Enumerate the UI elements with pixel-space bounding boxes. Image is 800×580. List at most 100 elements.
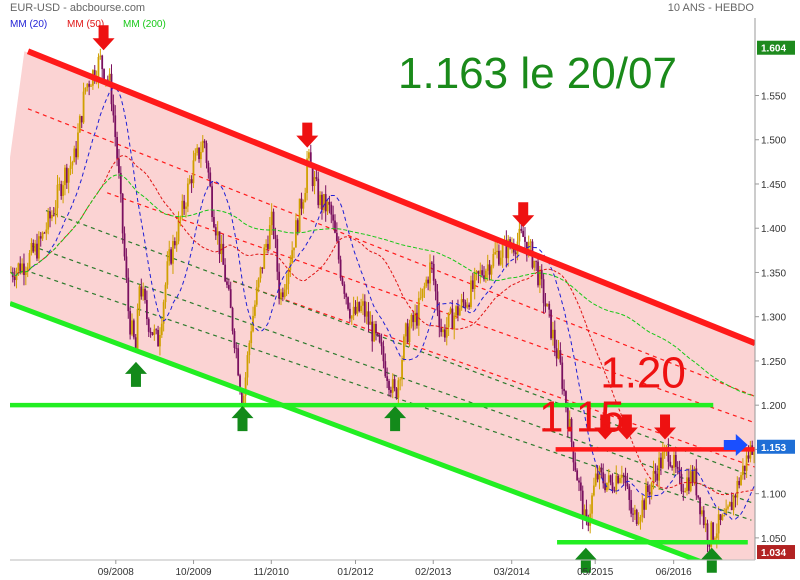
candle <box>689 464 692 493</box>
candle <box>84 87 87 95</box>
candle <box>667 438 670 470</box>
x-tick-label: 02/2013 <box>415 567 452 578</box>
candle <box>458 305 461 316</box>
candle <box>267 235 269 254</box>
candle-body <box>393 379 396 389</box>
candle <box>425 276 428 288</box>
candle <box>343 281 346 300</box>
candle-body <box>687 477 690 491</box>
candle <box>410 313 413 329</box>
candle <box>457 299 459 322</box>
candle-body <box>308 152 310 159</box>
candle <box>86 83 89 92</box>
candle-body <box>706 523 709 545</box>
candle-body <box>311 166 314 187</box>
candle <box>393 375 396 392</box>
candle <box>127 268 130 319</box>
candle-body <box>535 260 538 262</box>
candle-body <box>378 334 381 343</box>
chart-title: 1.163 le 20/07 <box>398 49 677 98</box>
candle-body <box>302 202 305 209</box>
candle <box>559 342 562 365</box>
candle <box>136 303 139 351</box>
candle-body <box>591 495 593 514</box>
candle-body <box>745 455 748 471</box>
candle-body <box>730 502 733 511</box>
candle-body <box>45 229 48 234</box>
ma200-line <box>10 174 755 397</box>
candle-body <box>267 243 269 249</box>
candle-body <box>129 311 132 335</box>
candle-body <box>470 280 472 307</box>
candle-body <box>116 137 118 159</box>
candle <box>65 163 68 189</box>
candle <box>369 311 372 325</box>
candle-body <box>203 140 206 144</box>
candle-body <box>64 167 66 186</box>
candle-body <box>669 461 672 467</box>
candle-body <box>740 475 742 486</box>
candle-body <box>699 497 701 515</box>
support-trendline <box>10 301 704 560</box>
candle <box>725 499 728 516</box>
x-tick-label: 03/2014 <box>494 567 531 578</box>
candle-body <box>354 306 357 314</box>
candle <box>162 299 165 332</box>
candle-body <box>268 225 271 249</box>
candle-body <box>211 186 213 218</box>
candle <box>77 123 79 160</box>
candle <box>211 181 213 222</box>
candle-body <box>592 485 595 496</box>
candle <box>268 216 271 250</box>
candle <box>17 262 20 276</box>
candle <box>604 473 606 493</box>
candle-body <box>522 230 525 237</box>
candle-body <box>615 475 618 492</box>
candle-body <box>177 218 180 242</box>
candle <box>391 373 394 399</box>
candle-body <box>188 179 191 184</box>
candle-body <box>451 308 454 330</box>
candle-body <box>691 471 694 483</box>
candle <box>52 207 55 217</box>
candle <box>306 150 308 201</box>
candle-body <box>479 270 482 274</box>
candle <box>54 200 57 225</box>
candle-body <box>227 284 230 290</box>
candle-body <box>103 69 105 81</box>
candle-body <box>527 242 530 256</box>
candle <box>408 319 411 347</box>
candle-body <box>728 502 731 507</box>
candle <box>721 513 724 521</box>
candle <box>47 208 50 235</box>
candle <box>214 223 217 241</box>
candle-body <box>604 483 606 491</box>
candle-body <box>69 165 72 169</box>
candle <box>134 333 137 351</box>
candle-body <box>576 470 579 481</box>
candle <box>172 234 174 274</box>
candle-body <box>432 263 435 281</box>
candle-body <box>404 323 407 337</box>
candle <box>254 300 256 319</box>
candle-body <box>138 286 141 309</box>
candle-body <box>90 85 92 87</box>
candle <box>704 516 707 533</box>
candle-body <box>600 467 603 473</box>
candle <box>298 198 301 233</box>
candle-body <box>41 232 44 239</box>
candle-body <box>21 263 24 273</box>
candle-body <box>127 277 130 312</box>
candle <box>226 277 228 289</box>
candle <box>144 287 146 304</box>
candle-body <box>488 264 491 275</box>
candle <box>30 238 33 256</box>
y-tick-label: 1.250 <box>761 357 786 368</box>
candle <box>471 272 474 292</box>
channel-fill <box>10 51 755 560</box>
candle-body <box>121 193 124 234</box>
candle <box>496 242 498 259</box>
candle <box>637 512 640 526</box>
candle <box>427 276 430 291</box>
candle-body <box>533 260 536 268</box>
